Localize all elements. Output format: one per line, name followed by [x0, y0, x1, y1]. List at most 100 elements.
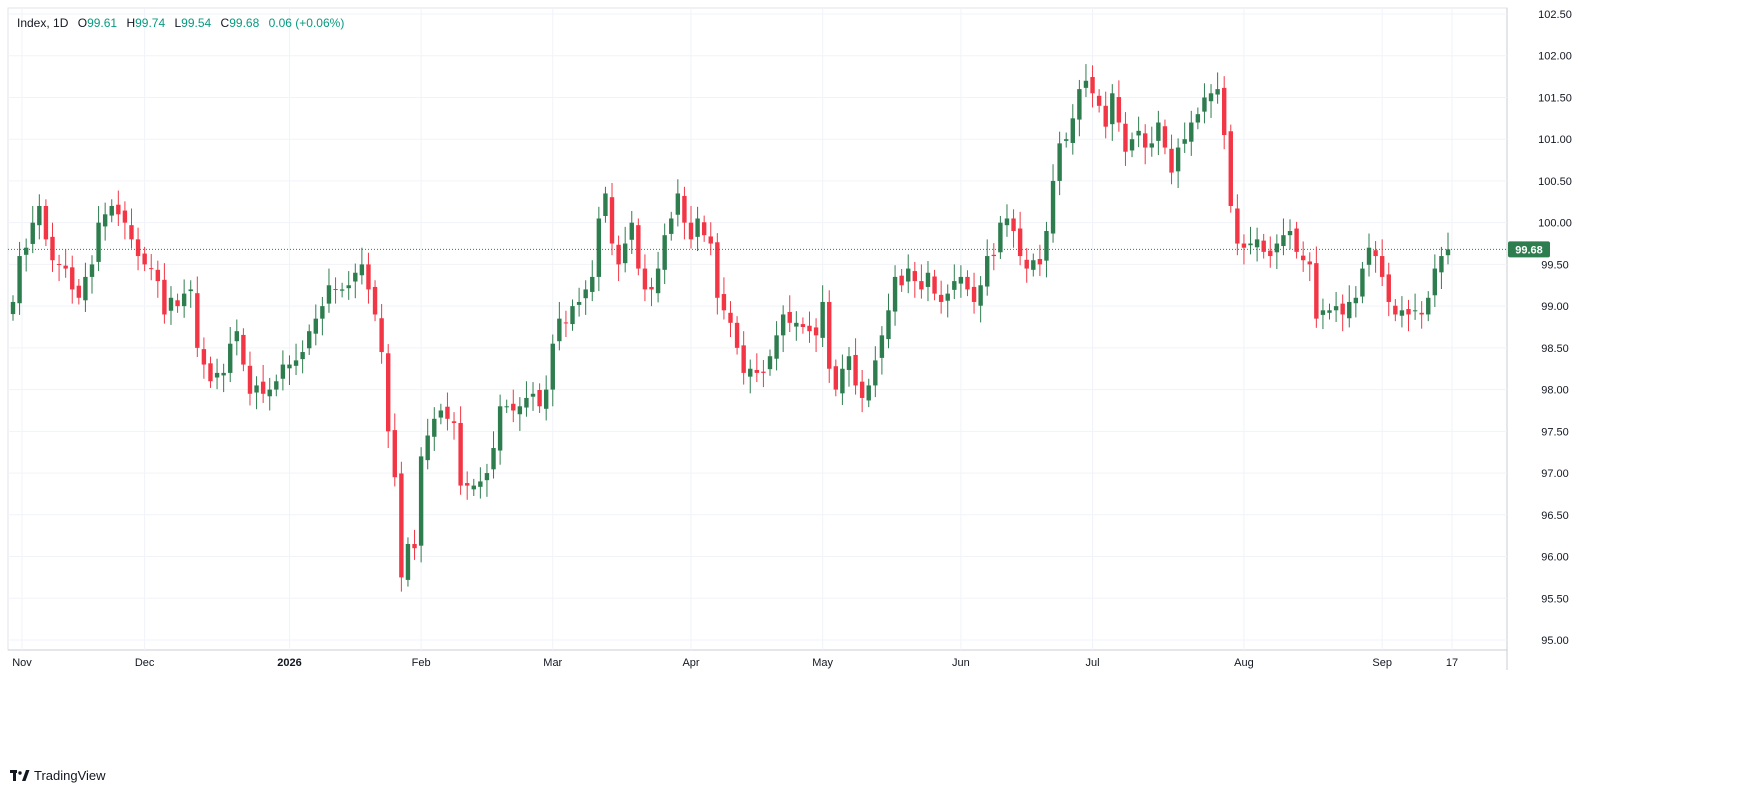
candle-body [1300, 255, 1306, 261]
candle-body [1294, 228, 1299, 252]
candle-body [241, 334, 246, 365]
y-tick-label: 98.50 [1541, 343, 1569, 355]
candle-body [155, 269, 161, 282]
candle-body [260, 381, 266, 394]
candle-body [543, 389, 549, 409]
candle-body [346, 285, 351, 289]
candle-body [813, 327, 819, 336]
candle-body [609, 197, 615, 244]
candle-body [1399, 310, 1405, 316]
candle-body [76, 285, 82, 298]
tradingview-logo-icon [10, 769, 30, 781]
candle-body [1169, 148, 1174, 173]
ohlc-legend: Index, 1D O99.61 H99.74 L99.54 C99.68 0.… [17, 16, 344, 30]
candle-body [1129, 139, 1135, 151]
candle-body [300, 352, 305, 360]
candle-body [800, 324, 806, 327]
candle-body [247, 365, 253, 394]
x-tick-label: Dec [135, 657, 155, 669]
candle-body [1445, 249, 1451, 256]
candle-body [70, 267, 75, 290]
candle-body [313, 318, 318, 334]
candle-body [932, 276, 937, 294]
candle-body [1050, 180, 1056, 234]
candle-body [1143, 133, 1148, 148]
branding-name: TradingView [34, 768, 106, 783]
candle-body [1360, 268, 1365, 297]
candle-body [642, 268, 648, 290]
x-tick-label: Aug [1234, 657, 1254, 669]
candle-body [1248, 243, 1253, 246]
candle-body [109, 205, 114, 216]
candle-body [616, 244, 621, 265]
candle-body [83, 276, 88, 301]
candle-body [491, 448, 496, 470]
tradingview-branding[interactable]: TradingView [10, 768, 106, 783]
candle-body [333, 289, 338, 291]
x-tick-label: Feb [412, 657, 431, 669]
candle-body [708, 236, 713, 244]
candle-body [1123, 123, 1128, 152]
candle-body [432, 418, 437, 437]
candle-body [1024, 259, 1029, 269]
y-tick-label: 96.50 [1541, 510, 1569, 522]
candle-body [985, 256, 990, 287]
candle-body [1340, 303, 1345, 315]
candle-body [1221, 87, 1227, 136]
candle-body [1268, 250, 1273, 257]
candle-body [129, 225, 134, 240]
candle-body [1241, 243, 1247, 248]
candle-body [912, 271, 918, 282]
candle-body [267, 389, 272, 397]
candle-body [1208, 93, 1214, 102]
candle-body [859, 381, 865, 398]
x-tick-label: 2026 [277, 657, 301, 669]
y-tick-label: 97.00 [1541, 468, 1569, 480]
candle-body [287, 364, 292, 369]
candle-body [590, 276, 595, 292]
candle-body [866, 385, 871, 401]
candle-body [701, 222, 707, 236]
candle-body [1189, 122, 1194, 142]
candle-body [162, 279, 167, 315]
candle-body [958, 276, 964, 284]
candle-body [840, 368, 845, 394]
candle-body [557, 318, 562, 342]
candle-body [1136, 130, 1141, 136]
open-label: O [77, 16, 88, 30]
y-tick-label: 95.00 [1541, 635, 1569, 647]
candle-body [89, 264, 95, 277]
candle-body [1195, 114, 1201, 123]
candle-body [675, 193, 681, 215]
candle-body [17, 256, 22, 304]
candle-body [1373, 250, 1378, 257]
candle-body [629, 222, 634, 240]
candle-body [1077, 89, 1082, 120]
candle-body [952, 281, 957, 290]
candle-body [1235, 208, 1240, 244]
candle-body [530, 393, 536, 397]
candle-body [873, 360, 878, 386]
candle-body [379, 318, 384, 353]
candle-body [412, 544, 417, 549]
candle-body [761, 371, 766, 373]
candle-body [780, 314, 786, 336]
candle-body [669, 218, 674, 234]
candle-body [1412, 310, 1418, 312]
x-tick-label: Mar [543, 657, 562, 669]
candle-body [405, 544, 411, 580]
candle-body [366, 264, 371, 290]
candle-body [892, 276, 898, 312]
last-price-label: 99.68 [1515, 244, 1543, 256]
candle-body [471, 485, 476, 490]
candle-body [201, 349, 207, 365]
candle-body [1353, 297, 1359, 304]
candle-body [846, 356, 852, 370]
candle-body [833, 366, 839, 390]
candle-body [563, 322, 569, 324]
candle-body [807, 325, 812, 332]
open-value: 99.61 [87, 16, 118, 30]
candle-body [43, 205, 49, 240]
